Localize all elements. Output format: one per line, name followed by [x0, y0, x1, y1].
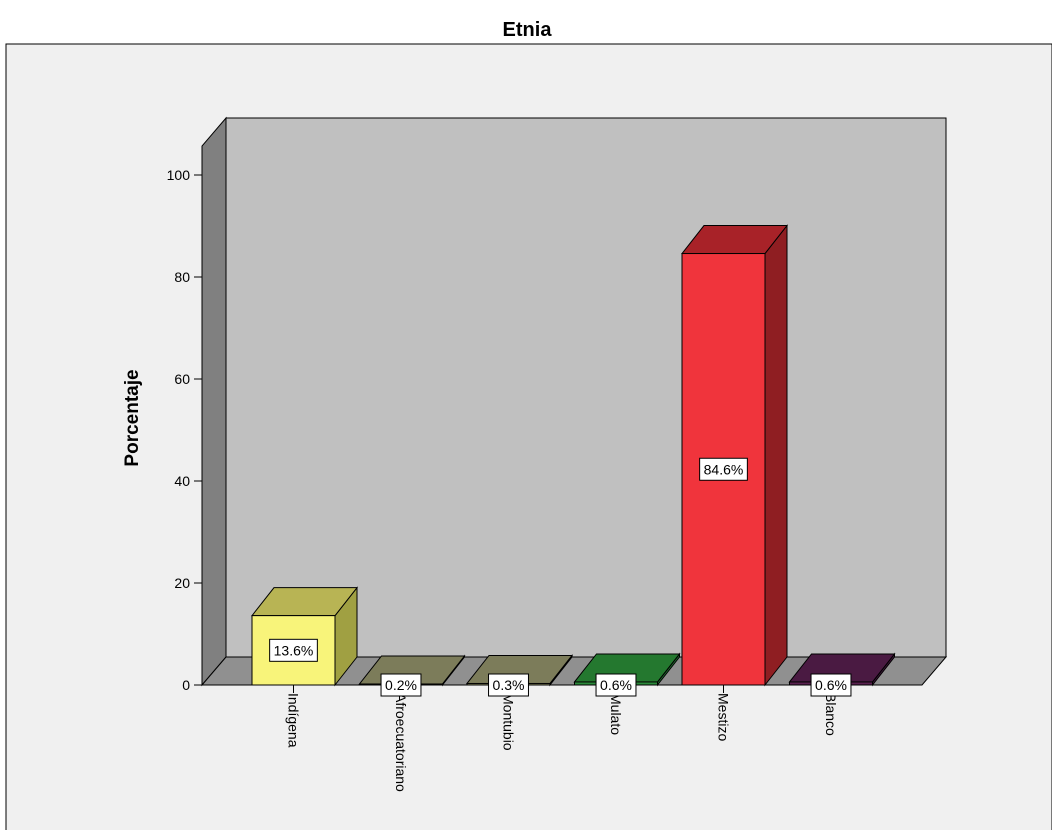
- data-label-text: 0.6%: [600, 677, 632, 693]
- x-tick-label: Mestizo: [716, 693, 732, 741]
- data-label-text: 13.6%: [274, 642, 314, 658]
- x-tick-label: Indígena: [286, 693, 302, 748]
- y-tick-label: 20: [174, 575, 190, 591]
- data-label-box: [488, 673, 529, 697]
- back-wall: [225, 117, 947, 658]
- left-wall: [201, 116, 227, 687]
- data-label-box: [810, 673, 852, 697]
- y-tick-label: 80: [174, 269, 190, 285]
- chart-title: Etnia: [503, 19, 553, 41]
- x-tick-label: Afroecuatoriano: [393, 693, 409, 792]
- y-tick-label: 40: [174, 473, 190, 489]
- y-tick-label: 100: [167, 167, 191, 183]
- data-label-1: 13.6%: [269, 638, 318, 662]
- data-label-box: [699, 457, 748, 481]
- bar-5: [680, 224, 789, 687]
- y-tick-label: 60: [174, 371, 190, 387]
- bar-side: [764, 224, 788, 687]
- x-tick-label: Blanco: [823, 693, 839, 736]
- y-tick-label: 0: [182, 677, 190, 693]
- data-label-6: 0.6%: [810, 673, 852, 697]
- data-label-text: 0.3%: [493, 677, 525, 693]
- bar-1: [250, 586, 359, 687]
- data-label-box: [269, 638, 318, 662]
- y-axis-label: Porcentaje: [122, 369, 143, 466]
- data-label-3: 0.3%: [488, 673, 529, 697]
- data-label-text: 0.2%: [385, 677, 417, 693]
- data-label-5: 84.6%: [699, 457, 748, 481]
- data-label-4: 0.6%: [595, 673, 637, 697]
- data-label-box: [595, 673, 637, 697]
- x-tick-label: Mulato: [608, 693, 624, 735]
- data-label-box: [380, 673, 422, 697]
- x-tick-label: Montubio: [501, 693, 517, 751]
- data-label-text: 84.6%: [704, 461, 744, 477]
- data-label-text: 0.6%: [815, 677, 847, 693]
- data-label-2: 0.2%: [380, 673, 422, 697]
